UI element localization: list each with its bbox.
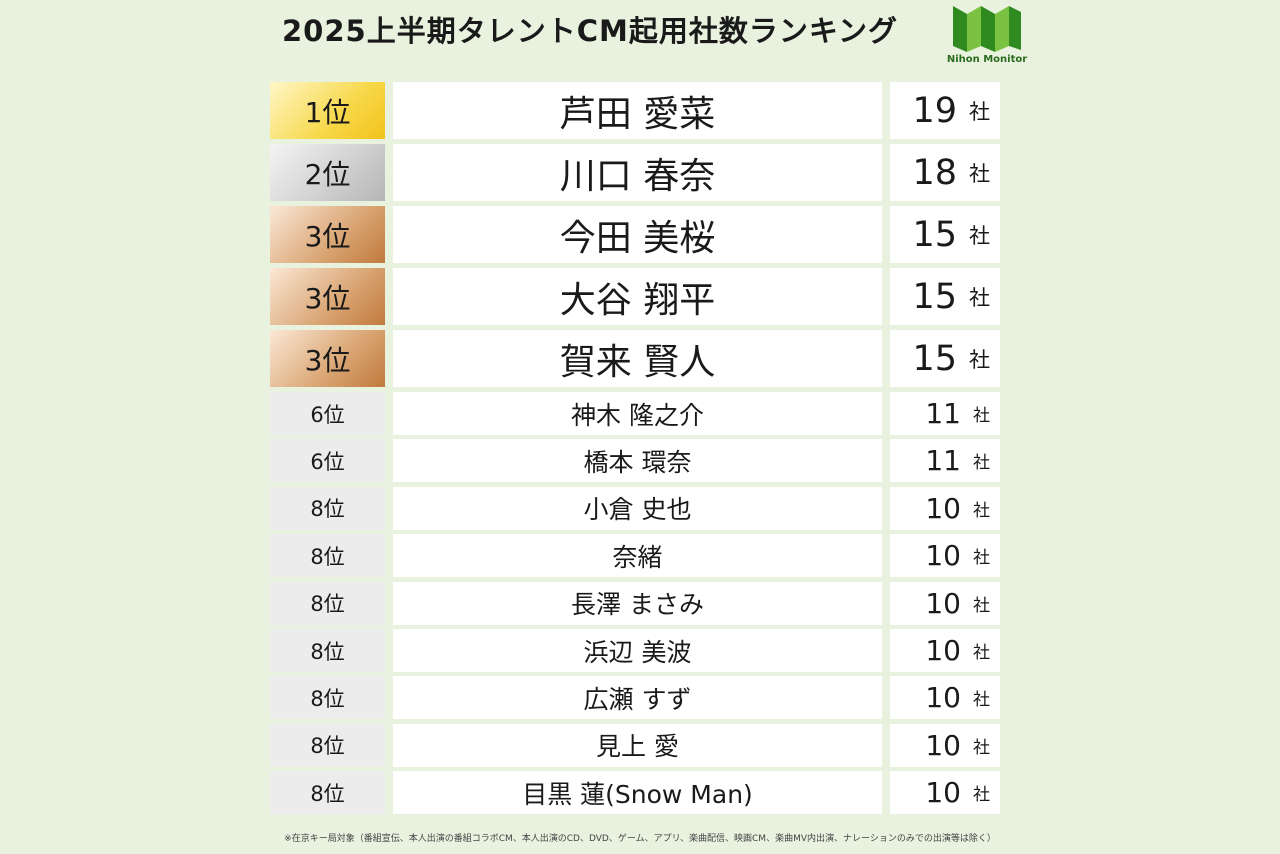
count-unit: 社 <box>973 595 990 616</box>
rank-cell: 8位 <box>270 676 385 720</box>
rank-cell: 8位 <box>270 771 385 815</box>
name-cell: 今田 美桜 <box>393 206 882 263</box>
count-unit: 社 <box>969 161 990 186</box>
rank-cell: 3位 <box>270 206 385 263</box>
name-cell: 賀来 賢人 <box>393 330 882 387</box>
count-cell: 10 社 <box>890 771 1000 815</box>
count-value: 10 <box>925 586 961 620</box>
rank-cell: 2位 <box>270 144 385 201</box>
rank-cell: 3位 <box>270 330 385 387</box>
count-value: 10 <box>925 491 961 525</box>
count-value: 10 <box>925 634 961 667</box>
rank-cell: 6位 <box>270 439 385 483</box>
rank-cell: 6位 <box>270 392 385 435</box>
count-cell: 19 社 <box>890 82 1000 139</box>
count-cell: 10 社 <box>890 486 1000 530</box>
count-cell: 10 社 <box>890 534 1000 578</box>
count-unit: 社 <box>973 737 990 758</box>
rank-cell: 8位 <box>270 581 385 625</box>
count-cell: 10 社 <box>890 629 1000 672</box>
logo-text: Nihon Monitor <box>946 54 1028 65</box>
name-cell: 神木 隆之介 <box>393 392 882 435</box>
count-cell: 10 社 <box>890 723 1000 767</box>
count-cell: 18 社 <box>890 144 1000 201</box>
count-unit: 社 <box>973 500 990 521</box>
count-unit: 社 <box>969 285 990 310</box>
name-cell: 浜辺 美波 <box>393 629 882 672</box>
rank-cell: 8位 <box>270 534 385 578</box>
count-value: 10 <box>925 681 961 715</box>
count-value: 10 <box>925 539 961 573</box>
rank-cell: 8位 <box>270 629 385 672</box>
count-value: 11 <box>925 444 961 478</box>
name-cell: 奈緒 <box>393 534 882 578</box>
logo-mark <box>953 6 1021 52</box>
count-value: 18 <box>912 152 957 193</box>
title: 2025上半期タレントCM起用社数ランキング <box>282 14 898 48</box>
rank-cell: 8位 <box>270 723 385 767</box>
count-unit: 社 <box>973 785 990 806</box>
count-value: 19 <box>912 90 957 131</box>
count-value: 15 <box>912 214 957 255</box>
count-unit: 社 <box>969 347 990 372</box>
count-unit: 社 <box>973 690 990 711</box>
count-unit: 社 <box>973 453 990 474</box>
count-unit: 社 <box>969 223 990 248</box>
name-cell: 小倉 史也 <box>393 486 882 530</box>
count-value: 11 <box>925 397 961 430</box>
count-value: 10 <box>925 776 961 810</box>
count-cell: 15 社 <box>890 330 1000 387</box>
name-cell: 広瀬 すず <box>393 676 882 720</box>
count-cell: 11 社 <box>890 392 1000 435</box>
count-unit: 社 <box>973 406 990 426</box>
count-value: 15 <box>912 338 957 379</box>
count-unit: 社 <box>973 643 990 663</box>
count-cell: 10 社 <box>890 581 1000 625</box>
name-cell: 長澤 まさみ <box>393 581 882 625</box>
count-cell: 10 社 <box>890 676 1000 720</box>
rank-cell: 3位 <box>270 268 385 325</box>
count-unit: 社 <box>969 99 990 124</box>
name-cell: 目黒 蓮(Snow Man) <box>393 771 882 815</box>
name-cell: 橋本 環奈 <box>393 439 882 483</box>
name-cell: 見上 愛 <box>393 723 882 767</box>
count-unit: 社 <box>973 548 990 569</box>
name-cell: 芦田 愛菜 <box>393 82 882 139</box>
count-cell: 15 社 <box>890 206 1000 263</box>
name-cell: 大谷 翔平 <box>393 268 882 325</box>
name-cell: 川口 春奈 <box>393 144 882 201</box>
count-cell: 15 社 <box>890 268 1000 325</box>
rank-cell: 1位 <box>270 82 385 139</box>
footnote: ※在京キー局対象（番組宣伝、本人出演の番組コラボCM、本人出演のCD、DVD、ゲ… <box>284 834 996 844</box>
count-value: 10 <box>925 728 961 762</box>
count-value: 15 <box>912 276 957 317</box>
count-cell: 11 社 <box>890 439 1000 483</box>
rank-cell: 8位 <box>270 486 385 530</box>
